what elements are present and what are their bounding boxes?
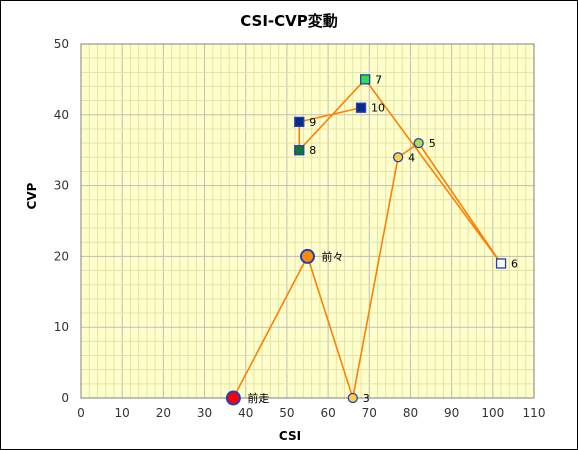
point-label: 7 (375, 73, 382, 86)
x-tick-label: 70 (362, 406, 377, 420)
point-label: 9 (309, 116, 316, 129)
point-labels: 前走 前々 3 4 5 6 7 8 9 10 (247, 73, 518, 405)
point-label: 10 (371, 102, 385, 115)
point-marker (225, 390, 241, 406)
x-tick-label: 110 (523, 406, 546, 420)
x-tick-label: 80 (403, 406, 418, 420)
x-tick-label: 0 (77, 406, 85, 420)
point-marker (392, 152, 404, 163)
point-marker (413, 137, 424, 149)
y-axis-title: CVP (25, 182, 39, 209)
chart-title: CSI-CVP変動 (240, 12, 338, 30)
plot-area (81, 44, 534, 398)
point-marker (495, 258, 507, 269)
y-ticks: 0 10 20 30 40 50 (54, 37, 69, 405)
point-label: 前々 (322, 249, 344, 263)
x-tick-label: 90 (444, 406, 459, 420)
y-tick-label: 40 (54, 108, 69, 122)
point-marker (300, 248, 315, 264)
x-tick-label: 10 (115, 406, 130, 420)
series-line (232, 78, 502, 399)
x-tick-label: 20 (156, 406, 171, 420)
series-polyline (232, 78, 502, 399)
x-axis-title: CSI (279, 429, 301, 443)
point-marker (347, 392, 358, 404)
point-label: 前走 (247, 391, 269, 405)
point-label: 6 (511, 257, 518, 270)
x-tick-label: 60 (320, 406, 335, 420)
point-label: 5 (429, 137, 436, 150)
x-tick-label: 30 (197, 406, 212, 420)
x-ticks: 0 10 20 30 40 50 60 70 80 90 100 110 (77, 406, 545, 420)
y-tick-label: 30 (54, 179, 69, 193)
points (225, 74, 507, 406)
point-label: 3 (363, 392, 370, 405)
point-marker (355, 102, 367, 113)
point-label: 4 (408, 151, 415, 164)
point-marker (294, 116, 305, 128)
plot-border (80, 43, 535, 399)
y-tick-label: 10 (54, 320, 69, 334)
point-marker (294, 145, 305, 156)
x-tick-label: 40 (238, 406, 253, 420)
x-tick-label: 50 (279, 406, 294, 420)
x-tick-label: 100 (481, 406, 504, 420)
point-marker (360, 74, 371, 85)
y-tick-label: 20 (54, 249, 69, 263)
y-tick-label: 50 (54, 37, 69, 51)
y-tick-label: 0 (61, 391, 69, 405)
point-label: 8 (309, 144, 316, 157)
